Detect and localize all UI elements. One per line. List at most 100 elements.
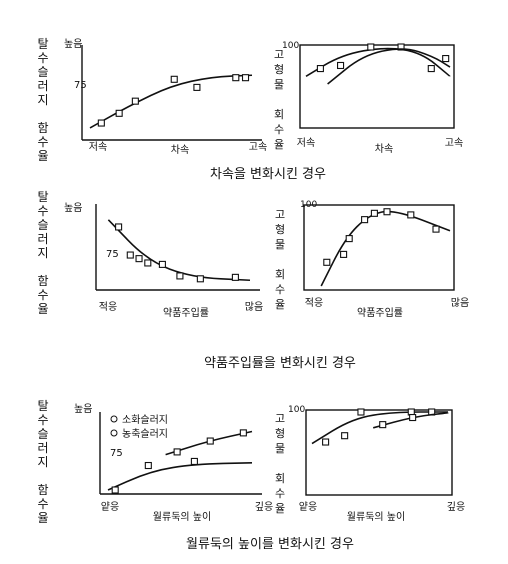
legend-marker — [110, 415, 118, 423]
row-caption: 월류둑의 높이를 변화시킨 경우 — [186, 537, 354, 552]
x-axis-label: 월류둑의 높이 — [153, 511, 211, 523]
y-axis-label-char: 슬 — [37, 218, 48, 232]
y-tick-high: 높음 — [64, 202, 82, 214]
y-axis-label-char: 물 — [275, 238, 285, 251]
data-point — [407, 211, 415, 219]
data-point — [170, 75, 178, 83]
data-curve — [89, 74, 253, 129]
data-point — [115, 223, 123, 231]
x-tick-high: 고속 — [445, 137, 463, 149]
data-point — [111, 486, 119, 494]
x-axis-label: 차속 — [171, 144, 189, 156]
x-tick-high: 고속 — [249, 141, 267, 153]
y-axis-label-char: 형 — [274, 63, 284, 76]
y-axis-label-char: 수 — [37, 51, 48, 65]
data-point — [383, 208, 391, 216]
y-axis-label-char: 율 — [275, 502, 285, 515]
data-point — [432, 225, 440, 233]
y-tick-100: 100 — [288, 405, 305, 415]
y-axis-label-char: 지 — [37, 93, 48, 107]
legend-entry: 소화슬러지 — [122, 414, 168, 426]
y-axis-label-char: 고 — [275, 412, 285, 425]
y-axis-label-char: 러 — [37, 441, 48, 455]
y-axis-label-char: 수 — [275, 487, 285, 500]
x-tick-low: 저속 — [89, 141, 107, 153]
data-point — [442, 54, 450, 63]
data-point — [144, 259, 152, 267]
data-curve — [107, 219, 251, 282]
x-tick-high: 깊응 — [447, 501, 465, 513]
plot-frame — [303, 204, 455, 291]
x-axis-label: 약품주입률 — [357, 306, 403, 319]
data-point — [126, 251, 134, 259]
data-point — [232, 74, 240, 82]
y-axis-label-char: 수 — [37, 288, 48, 302]
x-tick-high: 깊응 — [255, 501, 273, 513]
legend-entry: 농축슬러지 — [122, 428, 168, 440]
data-point — [409, 413, 417, 422]
data-point — [176, 272, 184, 280]
y-axis-label-char: 수 — [37, 135, 48, 149]
y-axis-label-char: 율 — [275, 298, 285, 311]
x-tick-low: 저속 — [297, 137, 315, 149]
x-tick-low: 적응 — [99, 301, 117, 313]
data-point — [135, 255, 143, 263]
data-point — [158, 260, 166, 268]
data-point — [340, 250, 348, 258]
x-tick-low: 적응 — [305, 297, 323, 309]
data-point — [397, 43, 405, 51]
row-caption: 차속을 변화시킨 경우 — [210, 167, 326, 182]
y-axis-label-char: 고 — [275, 208, 285, 221]
data-point — [193, 83, 201, 91]
data-point — [323, 258, 331, 266]
y-axis-label-char: 율 — [37, 149, 48, 163]
plot-frame — [299, 44, 455, 129]
y-tick-mid: 75 — [74, 80, 87, 91]
row-caption: 약품주입률을 변화시킨 경우 — [204, 356, 356, 371]
y-axis-label-char: 탈 — [37, 37, 48, 51]
y-axis-label-char: 함 — [37, 483, 48, 497]
data-point — [345, 235, 353, 243]
y-tick-mid: 75 — [110, 448, 123, 459]
y-axis-label-char: 율 — [37, 302, 48, 316]
y-axis-label-char: 슬 — [37, 65, 48, 79]
y-tick-100: 100 — [282, 41, 299, 51]
y-axis-label-char: 회 — [274, 108, 284, 121]
y-axis-label-char: 고 — [274, 48, 284, 61]
y-axis-label-char: 회 — [275, 472, 285, 485]
y-axis-label-char: 탈 — [37, 399, 48, 413]
data-point — [206, 437, 214, 445]
data-point — [357, 408, 365, 416]
data-point — [173, 448, 181, 456]
y-tick-high: 높음 — [74, 403, 92, 415]
x-tick-high: 많음 — [451, 297, 469, 309]
data-point — [367, 43, 375, 51]
data-curve — [107, 462, 253, 491]
x-axis-label: 약품주입률 — [163, 306, 209, 319]
x-tick-high: 많음 — [245, 301, 263, 313]
x-axis-label: 차속 — [375, 143, 393, 155]
y-axis-label-char: 수 — [274, 123, 284, 136]
y-axis-label-char: 수 — [37, 413, 48, 427]
y-axis-label-char: 러 — [37, 232, 48, 246]
x-tick-low: 얕응 — [299, 500, 317, 513]
y-axis-label-char: 율 — [37, 511, 48, 525]
y-axis-label-char: 형 — [275, 427, 285, 440]
data-curve — [320, 210, 451, 287]
data-point — [97, 119, 105, 127]
y-axis-label-char: 함 — [37, 121, 48, 135]
data-curve — [327, 48, 451, 85]
y-axis-label-char: 지 — [37, 455, 48, 469]
y-tick-100: 100 — [300, 200, 317, 210]
data-point — [316, 65, 324, 73]
y-axis-label-char: 러 — [37, 79, 48, 93]
data-point — [231, 273, 239, 281]
y-axis-label-char: 회 — [275, 268, 285, 281]
y-axis-label-char: 수 — [275, 283, 285, 296]
data-point — [239, 429, 247, 437]
y-axis-label-char: 물 — [274, 78, 284, 91]
legend-marker — [110, 429, 118, 437]
y-axis-label-char: 형 — [275, 223, 285, 236]
y-axis-label-char: 지 — [37, 246, 48, 260]
